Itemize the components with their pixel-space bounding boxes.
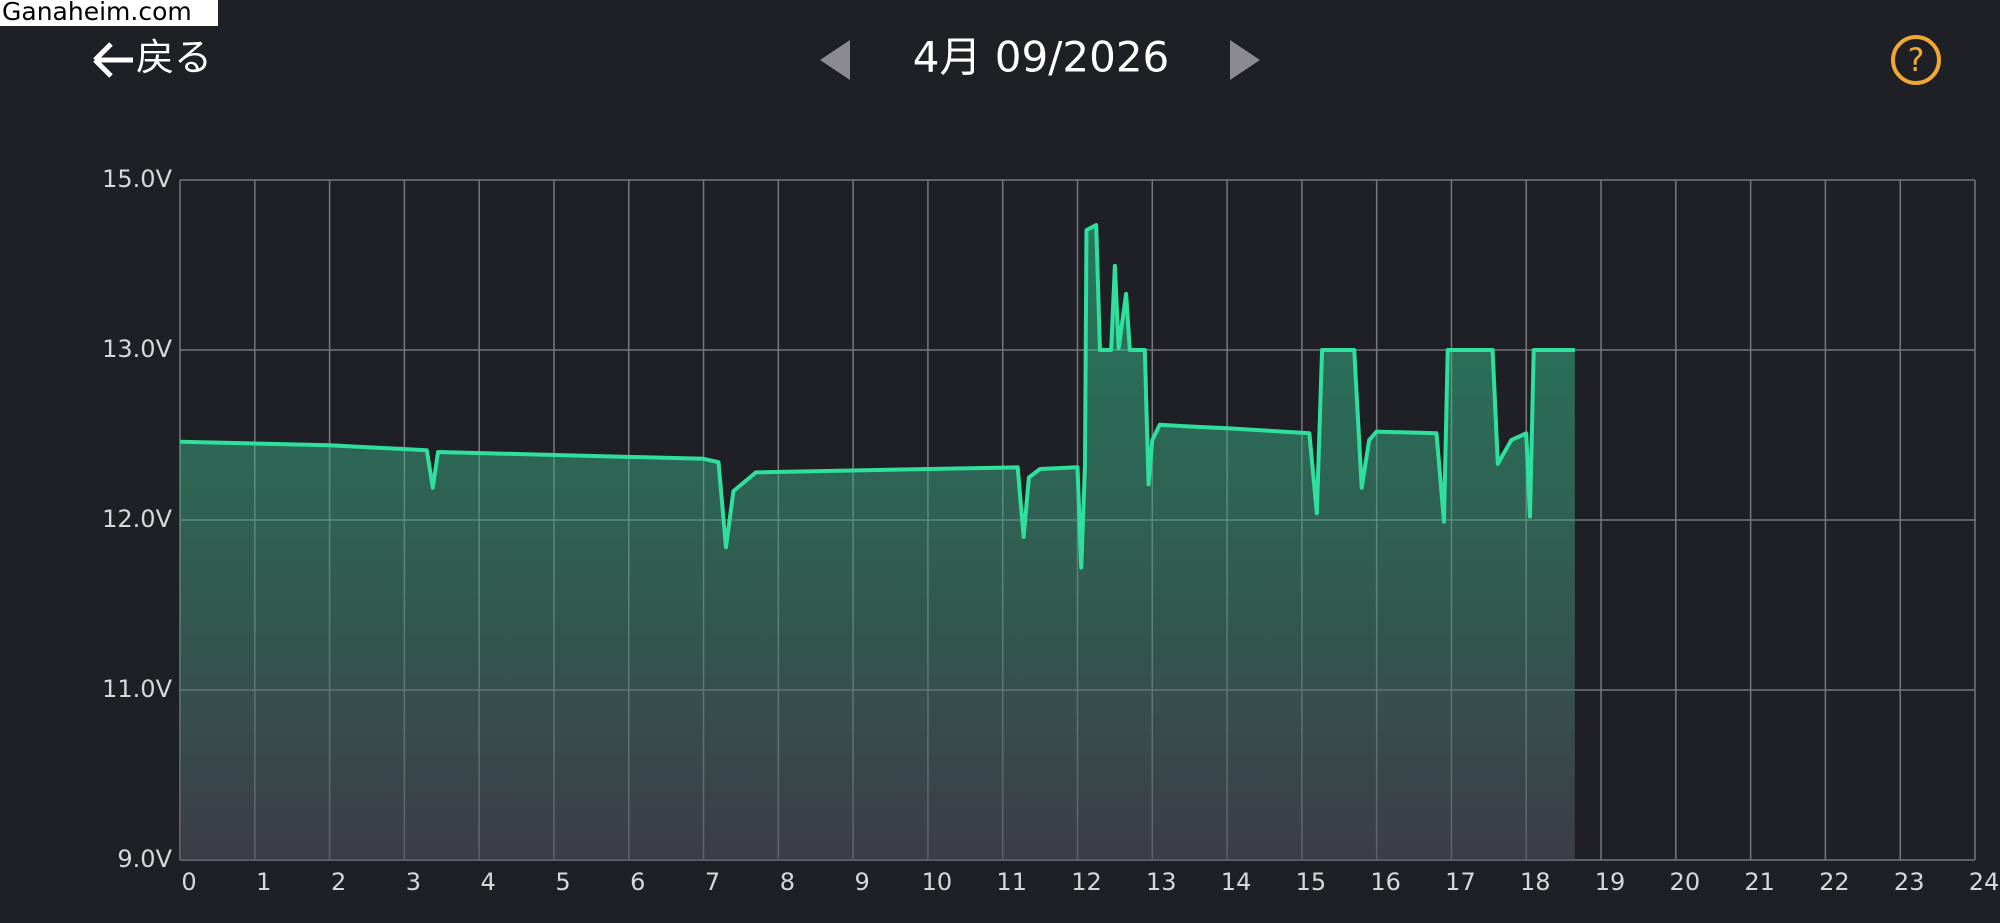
x-tick-label: 15 xyxy=(1296,868,1327,896)
x-tick-label: 16 xyxy=(1370,868,1401,896)
x-tick-label: 24 xyxy=(1969,868,2000,896)
line xyxy=(179,223,1575,570)
back-button[interactable]: 戻る xyxy=(93,36,212,80)
x-tick-label: 0 xyxy=(181,868,196,896)
y-tick-label: 11.0V xyxy=(102,675,172,703)
x-tick-label: 2 xyxy=(331,868,346,896)
x-tick-label: 13 xyxy=(1146,868,1177,896)
watermark-bg xyxy=(0,0,218,26)
x-tick-label: 12 xyxy=(1071,868,1102,896)
date-label: 4月 09/2026 xyxy=(913,33,1170,82)
x-tick-label: 22 xyxy=(1819,868,1850,896)
y-tick-label: 13.0V xyxy=(102,335,172,363)
next-button[interactable] xyxy=(1230,40,1260,80)
prev-button[interactable] xyxy=(820,40,850,80)
x-tick-label: 6 xyxy=(630,868,645,896)
help-circle xyxy=(1891,35,1941,85)
y-tick-label: 9.0V xyxy=(117,845,172,873)
help-label: ? xyxy=(1908,41,1925,79)
x-tick-label: 3 xyxy=(406,868,421,896)
x-tick-label: 18 xyxy=(1520,868,1551,896)
x-tick-label: 19 xyxy=(1595,868,1626,896)
x-tick-label: 7 xyxy=(705,868,720,896)
x-tick-label: 14 xyxy=(1221,868,1252,896)
x-tick-label: 4 xyxy=(481,868,496,896)
y-tick-label: 15.0V xyxy=(102,165,172,193)
back-label: 戻る xyxy=(136,36,212,80)
area xyxy=(180,225,1575,861)
y-tick-label: 12.0V xyxy=(102,505,172,533)
help-button[interactable]: ? xyxy=(1891,35,1941,85)
x-tick-label: 11 xyxy=(996,868,1027,896)
watermark: Ganaheim.com xyxy=(2,0,192,26)
x-tick-label: 10 xyxy=(922,868,953,896)
x-tick-label: 23 xyxy=(1894,868,1925,896)
back-arrow xyxy=(93,42,133,78)
x-tick-label: 9 xyxy=(854,868,869,896)
x-tick-label: 21 xyxy=(1744,868,1775,896)
x-tick-label: 5 xyxy=(555,868,570,896)
x-tick-label: 8 xyxy=(780,868,795,896)
x-tick-label: 17 xyxy=(1445,868,1476,896)
x-tick-label: 1 xyxy=(256,868,271,896)
x-tick-label: 20 xyxy=(1670,868,1701,896)
